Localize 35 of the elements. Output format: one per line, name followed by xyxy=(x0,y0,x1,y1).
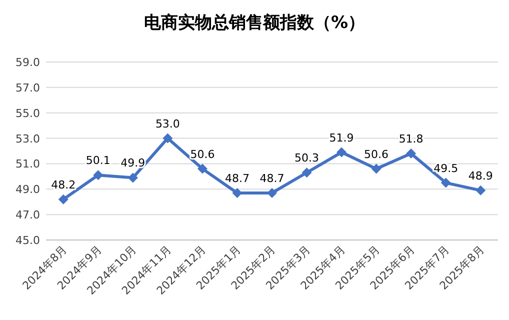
data-label: 48.7 xyxy=(260,172,284,185)
y-tick-label: 45.0 xyxy=(16,234,40,247)
point xyxy=(162,133,173,144)
data-label: 48.9 xyxy=(468,169,493,182)
y-tick-label: 55.0 xyxy=(16,106,40,120)
data-label: 50.6 xyxy=(364,148,389,161)
data-label: 49.5 xyxy=(434,162,458,175)
point xyxy=(406,148,416,159)
point xyxy=(476,185,486,196)
data-label: 48.7 xyxy=(224,172,250,185)
y-tick-label: 49.0 xyxy=(16,183,40,196)
chart-title: 电商实物总销售额指数（%） xyxy=(144,13,366,33)
point xyxy=(336,147,347,158)
point xyxy=(93,170,104,180)
data-label: 50.1 xyxy=(86,154,110,168)
point xyxy=(58,194,68,204)
y-tick-label: 57.0 xyxy=(16,81,40,94)
data-label: 51.9 xyxy=(329,131,354,144)
data-label: 53.0 xyxy=(155,117,180,130)
point xyxy=(440,178,451,188)
y-tick-label: 51.0 xyxy=(16,158,40,171)
point xyxy=(197,164,208,174)
point xyxy=(371,164,382,174)
data-label: 48.2 xyxy=(51,178,76,192)
data-label: 51.8 xyxy=(398,132,424,146)
data-label: 49.9 xyxy=(120,156,146,170)
point xyxy=(232,188,242,198)
point xyxy=(302,168,312,178)
y-tick-label: 47.0 xyxy=(16,208,40,222)
data-label: 50.3 xyxy=(294,152,320,165)
y-tick-label: 53.0 xyxy=(16,132,40,146)
y-tick-label: 59.0 xyxy=(16,56,40,69)
point xyxy=(267,188,277,198)
point xyxy=(128,172,138,183)
data-label: 50.6 xyxy=(190,148,215,161)
